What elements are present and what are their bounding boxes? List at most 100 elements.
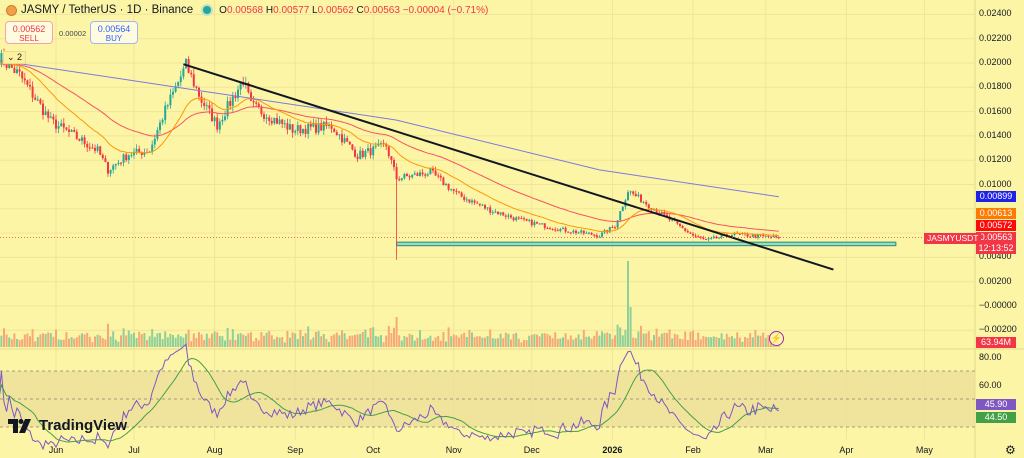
candle-body bbox=[81, 137, 83, 141]
candle-body bbox=[304, 128, 307, 134]
indicator-legend-toggle[interactable]: ⌄ 2 bbox=[3, 51, 27, 64]
candle-body bbox=[481, 204, 484, 206]
volume-bar bbox=[619, 327, 622, 347]
candle-body bbox=[117, 162, 120, 164]
candle-body bbox=[406, 174, 408, 177]
volume-bar bbox=[107, 323, 109, 347]
candle-body bbox=[289, 124, 291, 130]
volume-bar bbox=[634, 338, 637, 347]
tradingview-logo[interactable]: TradingView bbox=[8, 417, 127, 434]
candle-body bbox=[445, 183, 447, 186]
candle-body bbox=[372, 146, 375, 156]
candle-body bbox=[109, 169, 112, 174]
volume-bar bbox=[263, 335, 265, 347]
candle-body bbox=[567, 231, 570, 233]
candle-body bbox=[281, 119, 284, 124]
volume-bar bbox=[29, 336, 31, 347]
volume-bar bbox=[614, 335, 616, 347]
volume-bar bbox=[616, 324, 619, 347]
rsi-line bbox=[0, 343, 780, 451]
volume-bar bbox=[367, 337, 369, 347]
volume-bar bbox=[481, 337, 484, 347]
volume-bar bbox=[577, 334, 580, 347]
volume-bar bbox=[221, 336, 224, 347]
volume-bar bbox=[135, 337, 138, 347]
candle-body bbox=[686, 230, 689, 233]
candle-body bbox=[421, 172, 424, 175]
volume-bar bbox=[369, 328, 372, 347]
candle-body bbox=[70, 130, 73, 132]
buy-button[interactable]: 0.00564 BUY bbox=[90, 21, 138, 44]
volume-bar bbox=[463, 332, 466, 347]
candle-body bbox=[346, 138, 349, 142]
candle-body bbox=[645, 202, 648, 205]
volume-bar bbox=[390, 333, 393, 347]
volume-bar bbox=[55, 329, 57, 347]
volume-bar bbox=[645, 333, 648, 347]
volume-bar bbox=[122, 328, 125, 347]
candle-body bbox=[499, 212, 502, 215]
volume-bar bbox=[302, 336, 304, 347]
volume-bar bbox=[226, 327, 229, 347]
volume-bar bbox=[588, 336, 590, 347]
volume-bar bbox=[668, 329, 671, 347]
candle-body bbox=[86, 144, 89, 148]
ema-slow-tag: 0.00572 bbox=[976, 220, 1016, 231]
candle-body bbox=[237, 89, 239, 99]
price-axis-label: −0.00200 bbox=[979, 324, 1017, 335]
change: −0.00004 (−0.71%) bbox=[402, 4, 489, 16]
volume-bar bbox=[424, 338, 427, 347]
volume-bar bbox=[257, 340, 260, 347]
candle-body bbox=[286, 123, 289, 130]
volume-bar bbox=[671, 338, 674, 347]
symbol-title[interactable]: JASMY / TetherUS · 1D · Binance bbox=[21, 4, 194, 16]
price-axis-label: 0.01400 bbox=[979, 129, 1012, 140]
candle-body bbox=[538, 223, 541, 225]
volume-bar bbox=[629, 307, 632, 347]
candle-body bbox=[114, 163, 117, 166]
candle-body bbox=[512, 217, 515, 221]
sell-button[interactable]: 0.00562 SELL bbox=[5, 21, 53, 44]
volume-bar bbox=[393, 327, 395, 347]
volume-bar bbox=[187, 329, 190, 347]
volume-bar bbox=[213, 331, 216, 347]
candle-body bbox=[424, 174, 427, 176]
candle-body bbox=[515, 217, 518, 221]
candle-body bbox=[317, 123, 320, 133]
candle-body bbox=[94, 147, 96, 151]
candle-body bbox=[764, 235, 767, 237]
volume-bar bbox=[712, 336, 715, 347]
volume-bar bbox=[374, 335, 377, 347]
settings-gear-icon[interactable]: ⚙ bbox=[1005, 443, 1016, 457]
candle-body bbox=[533, 222, 536, 226]
candle-body bbox=[676, 220, 679, 224]
candle-body bbox=[484, 204, 486, 209]
candle-body bbox=[546, 228, 549, 230]
alert-bolt-icon[interactable]: ⚡ bbox=[769, 331, 784, 346]
volume-bar bbox=[0, 335, 3, 347]
candle-body bbox=[520, 218, 523, 220]
volume-bar bbox=[182, 337, 185, 347]
candle-body bbox=[582, 230, 585, 234]
candle-body bbox=[775, 235, 778, 238]
volume-bar bbox=[567, 339, 570, 347]
volume-bar bbox=[161, 338, 164, 347]
candle-body bbox=[393, 160, 395, 168]
candle-body bbox=[720, 234, 723, 238]
candle-body bbox=[356, 156, 359, 159]
candle-body bbox=[125, 154, 128, 161]
candle-body bbox=[198, 87, 200, 97]
volume-bar bbox=[647, 331, 650, 347]
volume-bar bbox=[309, 339, 312, 347]
candle-body bbox=[549, 228, 551, 230]
last-price-tag: 0.00563 12:13:52 bbox=[976, 232, 1016, 254]
candle-body bbox=[588, 232, 590, 234]
volume-bar bbox=[387, 325, 390, 347]
volume-bar bbox=[73, 338, 76, 347]
volume-bar bbox=[200, 334, 203, 347]
candle-body bbox=[510, 215, 512, 218]
candle-body bbox=[458, 191, 460, 193]
candle-body bbox=[348, 141, 351, 145]
volume-bar bbox=[546, 333, 549, 347]
